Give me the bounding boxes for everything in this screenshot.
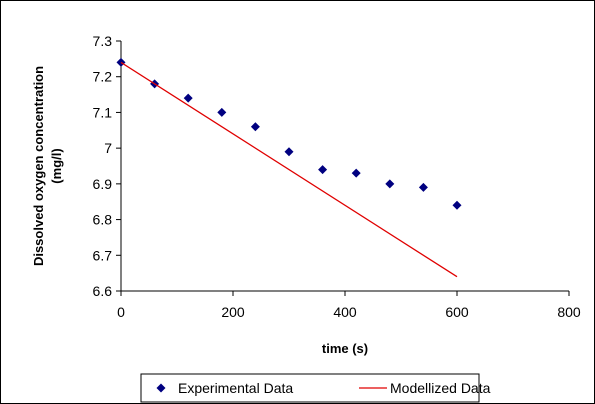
x-tick-label: 800 xyxy=(557,304,581,320)
data-point-experimental xyxy=(284,147,294,157)
legend-box xyxy=(140,373,480,403)
y-tick-label: 7 xyxy=(104,140,112,156)
y-axis-title-line2: (mg/l) xyxy=(49,148,64,183)
data-point-experimental xyxy=(385,179,395,189)
legend: Experimental Data Modellized Data xyxy=(140,373,491,403)
data-point-experimental xyxy=(452,200,462,210)
y-tick-label: 6.9 xyxy=(93,176,113,192)
data-point-experimental xyxy=(318,165,328,175)
data-point-experimental xyxy=(351,168,361,178)
y-tick-label: 6.6 xyxy=(93,283,113,299)
data-point-experimental xyxy=(183,93,193,103)
series-line-modellized xyxy=(120,61,458,278)
y-tick-label: 7.2 xyxy=(93,69,113,85)
legend-label-modellized: Modellized Data xyxy=(390,380,491,396)
y-tick-label: 7.3 xyxy=(93,33,113,49)
x-axis-title: time (s) xyxy=(322,341,368,356)
x-tick-label: 0 xyxy=(117,304,125,320)
data-marks xyxy=(116,57,462,278)
tick-labels: 6.6 6.7 6.8 6.9 7 7.1 7.2 7.3 0 200 400 600 800 xyxy=(93,33,581,320)
y-tick-label: 7.1 xyxy=(93,104,113,120)
x-tick-label: 600 xyxy=(445,304,469,320)
data-point-experimental xyxy=(418,182,428,192)
legend-label-experimental: Experimental Data xyxy=(178,380,293,396)
data-point-experimental xyxy=(250,122,260,132)
plot-area xyxy=(120,41,569,292)
legend-marker-experimental xyxy=(156,383,166,393)
y-axis-title-line1: Dissolved oxygen concentration xyxy=(31,66,46,266)
x-tick-label: 200 xyxy=(221,304,245,320)
y-tick-label: 6.8 xyxy=(93,212,113,228)
y-tick-label: 6.7 xyxy=(93,247,113,263)
data-point-experimental xyxy=(217,107,227,117)
x-tick-label: 400 xyxy=(333,304,357,320)
